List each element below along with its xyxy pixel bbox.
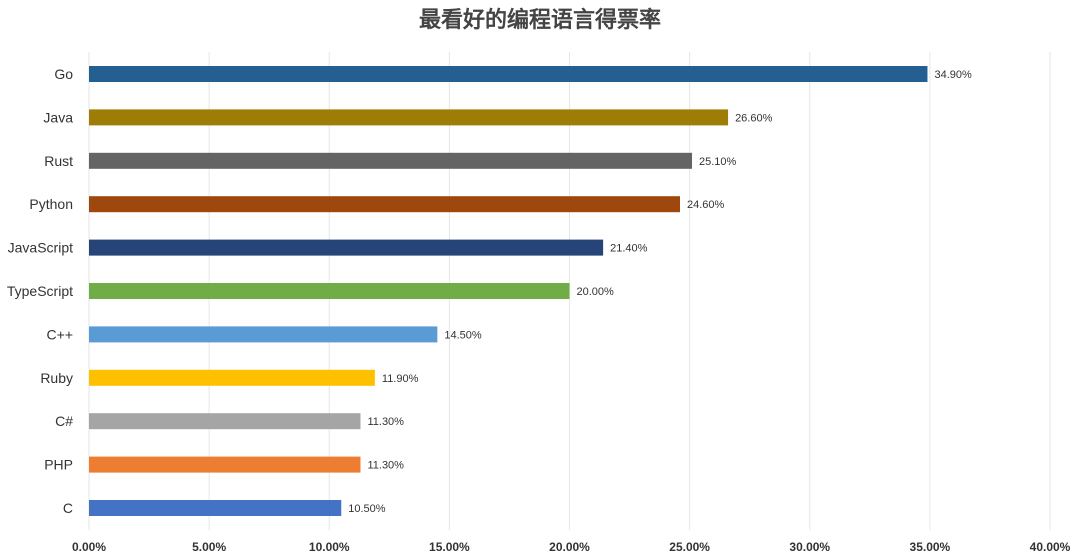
x-tick-label: 20.00% (549, 540, 590, 554)
data-label: 26.60% (735, 112, 773, 124)
bars (89, 66, 928, 516)
bar (89, 369, 375, 386)
value-labels: 34.90% 26.60% 25.10% 24.60% 21.40% 20.00% 14.5… (348, 69, 972, 515)
bar (89, 413, 361, 430)
category-label: Rust (44, 153, 73, 169)
bar (89, 283, 570, 299)
x-tick-label: 25.00% (669, 540, 710, 554)
category-label: PHP (44, 457, 73, 473)
x-tick-label: 10.00% (309, 540, 350, 554)
bar (89, 456, 361, 473)
data-label: 34.90% (934, 69, 972, 81)
x-tick-label: 0.00% (72, 540, 106, 554)
category-label: Ruby (40, 370, 73, 386)
category-labels: Go Java Rust Python JavaScript TypeScript C++ R… (7, 66, 73, 516)
data-label: 20.00% (577, 286, 615, 298)
bar (89, 239, 604, 256)
bar (89, 196, 681, 213)
bar (89, 66, 928, 82)
data-label: 24.60% (687, 199, 725, 211)
x-tick-label: 30.00% (789, 540, 830, 554)
x-axis-ticks: 0.00% 5.00% 10.00% 15.00% 20.00% 25.00% 30.00%… (72, 540, 1071, 554)
data-label: 10.50% (348, 503, 386, 515)
bar (89, 326, 438, 343)
x-tick-label: 5.00% (192, 540, 226, 554)
category-label: Java (43, 109, 73, 125)
data-label: 11.30% (367, 460, 404, 472)
category-label: C (63, 500, 73, 516)
x-tick-label: 40.00% (1030, 540, 1071, 554)
bar (89, 152, 693, 169)
category-label: C# (55, 413, 73, 429)
category-label: Python (29, 196, 73, 212)
category-label: Go (54, 66, 73, 82)
data-label: 11.30% (367, 416, 404, 428)
chart-title: 最看好的编程语言得票率 (419, 7, 661, 33)
category-label: C++ (47, 326, 73, 342)
bar (89, 109, 729, 126)
data-label: 21.40% (610, 243, 648, 255)
category-label: TypeScript (7, 283, 73, 299)
category-label: JavaScript (8, 240, 73, 256)
data-label: 11.90% (382, 373, 419, 385)
x-tick-label: 15.00% (429, 540, 470, 554)
bar (89, 500, 342, 516)
data-label: 25.10% (699, 156, 737, 168)
x-tick-label: 35.00% (910, 540, 951, 554)
data-label: 14.50% (444, 329, 482, 341)
